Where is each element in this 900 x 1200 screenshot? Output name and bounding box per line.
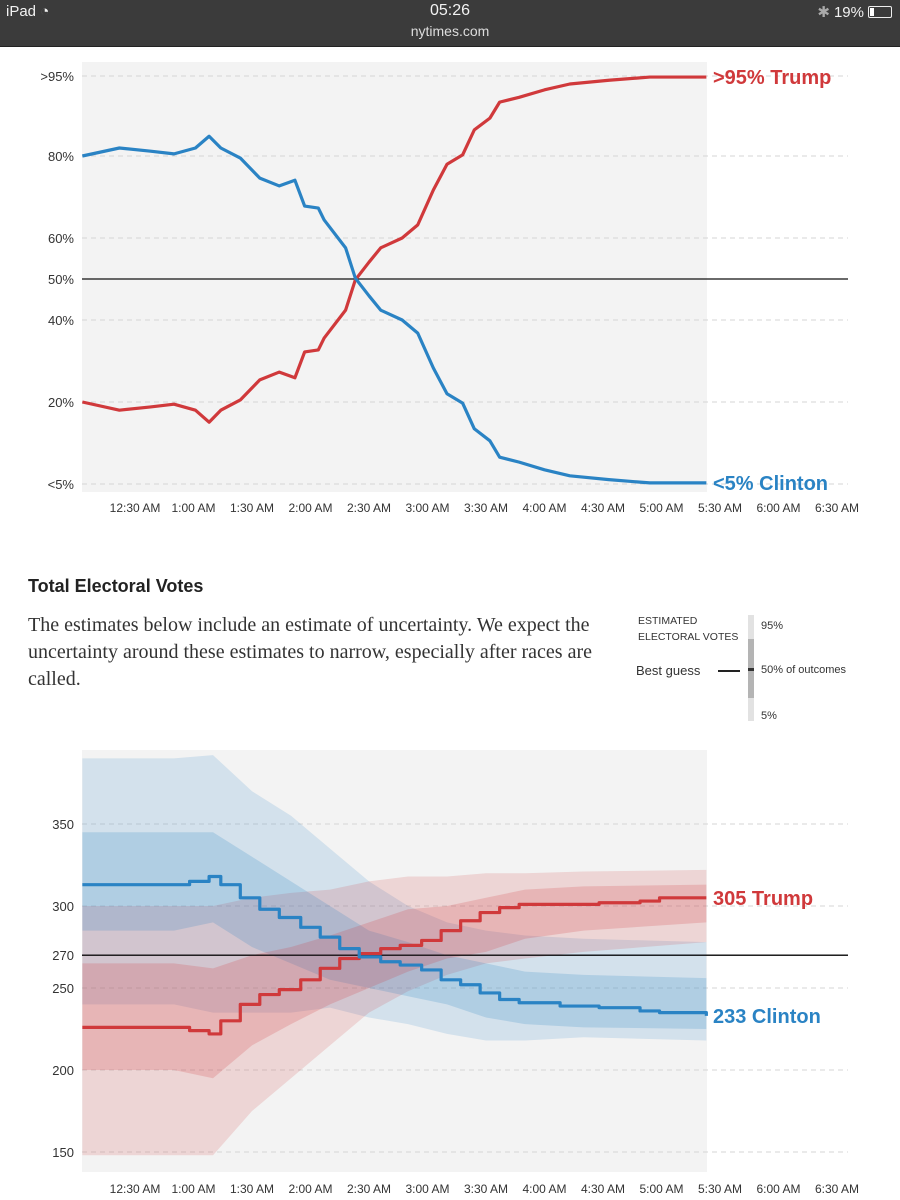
y-tick-label: 150 xyxy=(52,1145,74,1160)
legend-heading: ESTIMATED ELECTORAL VOTES xyxy=(638,613,738,645)
x-tick-label: 6:30 AM xyxy=(815,501,859,515)
end-label-clinton: <5% Clinton xyxy=(713,473,828,495)
y-tick-label: <5% xyxy=(48,477,75,492)
x-tick-label: 4:30 AM xyxy=(581,1182,625,1196)
y-tick-label: 20% xyxy=(48,395,74,410)
y-tick-label: >95% xyxy=(40,69,74,84)
legend-median-mark xyxy=(748,668,754,671)
y-tick-label: 40% xyxy=(48,313,74,328)
end-label-trump: 305 Trump xyxy=(713,888,813,910)
electoral-votes-chart: 150 200 250 270 300 350 12:30 AM 1:00 AM 1:30 AM… xyxy=(52,750,859,1196)
series-line-clinton xyxy=(82,874,708,1016)
x-tick-label: 6:00 AM xyxy=(756,1182,800,1196)
x-tick-label: 5:30 AM xyxy=(698,501,742,515)
series-line-trump xyxy=(82,896,707,1036)
x-tick-label: 3:00 AM xyxy=(405,1182,449,1196)
band-trump-50 xyxy=(82,884,707,1079)
battery-icon xyxy=(868,6,892,18)
win-probability-chart: <5% 20% 40% 50% 60% 80% >95% 12:30 AM 1:00 AM 1:3… xyxy=(40,62,859,515)
x-tick-label: 2:00 AM xyxy=(288,501,332,515)
legend-best-guess-line xyxy=(718,670,740,672)
end-label-trump: >95% Trump xyxy=(713,67,831,89)
y-tick-label: 270 xyxy=(52,948,74,963)
x-tick-label: 5:30 AM xyxy=(698,1182,742,1196)
band-trump-90 xyxy=(82,869,707,1156)
legend-50: 50% of outcomes xyxy=(761,664,846,676)
x-tick-label: 4:30 AM xyxy=(581,501,625,515)
x-tick-label: 12:30 AM xyxy=(110,501,161,515)
section-description: The estimates below include an estimate … xyxy=(28,614,592,690)
url-label[interactable]: nytimes.com xyxy=(410,23,490,39)
y-tick-label: 60% xyxy=(48,231,74,246)
x-tick-label: 3:30 AM xyxy=(464,1182,508,1196)
x-tick-label: 1:00 AM xyxy=(171,501,215,515)
x-tick-label: 4:00 AM xyxy=(522,1182,566,1196)
band-clinton-90 xyxy=(82,755,707,1041)
y-tick-label: 350 xyxy=(52,817,74,832)
x-tick-label: 4:00 AM xyxy=(522,501,566,515)
legend-heading-line: ELECTORAL VOTES xyxy=(638,631,739,643)
bluetooth-icon: ✱ xyxy=(817,4,830,21)
legend-95: 95% xyxy=(761,620,784,632)
status-right: ✱ 19% xyxy=(817,3,892,21)
x-tick-label: 3:00 AM xyxy=(405,501,449,515)
x-tick-label: 12:30 AM xyxy=(110,1182,161,1196)
series-line-trump xyxy=(82,75,707,424)
battery-percent: 19% xyxy=(833,3,864,21)
x-tick-label: 5:00 AM xyxy=(639,501,683,515)
x-tick-label: 6:30 AM xyxy=(815,1182,859,1196)
y-tick-label: 50% xyxy=(48,272,74,287)
end-label-clinton: 233 Clinton xyxy=(713,1006,821,1028)
legend-best-guess: Best guess xyxy=(636,663,701,678)
y-tick-label: 200 xyxy=(52,1063,74,1078)
section-title: Total Electoral Votes xyxy=(28,576,204,596)
band-clinton-50 xyxy=(82,832,707,1029)
x-tick-label: 3:30 AM xyxy=(464,501,508,515)
status-bar: iPad ◔ 05:26 nytimes.com ✱ 19% xyxy=(0,0,900,47)
series-line-clinton xyxy=(82,134,707,485)
legend-5: 5% xyxy=(761,710,777,722)
x-tick-label: 1:00 AM xyxy=(171,1182,215,1196)
x-tick-label: 5:00 AM xyxy=(639,1182,683,1196)
y-tick-label: 80% xyxy=(48,149,74,164)
x-tick-label: 6:00 AM xyxy=(756,501,800,515)
y-tick-label: 250 xyxy=(52,981,74,996)
clock: 05:26 xyxy=(429,2,471,19)
legend-heading-line: ESTIMATED xyxy=(638,615,698,627)
plot-background xyxy=(82,62,707,492)
x-tick-label: 2:30 AM xyxy=(347,501,391,515)
y-tick-label: 300 xyxy=(52,899,74,914)
wifi-icon: ◔ xyxy=(40,3,50,20)
x-tick-label: 1:30 AM xyxy=(230,1182,274,1196)
x-tick-label: 1:30 AM xyxy=(230,501,274,515)
device-label: iPad ◔ xyxy=(6,3,50,20)
x-tick-label: 2:30 AM xyxy=(347,1182,391,1196)
x-tick-label: 2:00 AM xyxy=(288,1182,332,1196)
